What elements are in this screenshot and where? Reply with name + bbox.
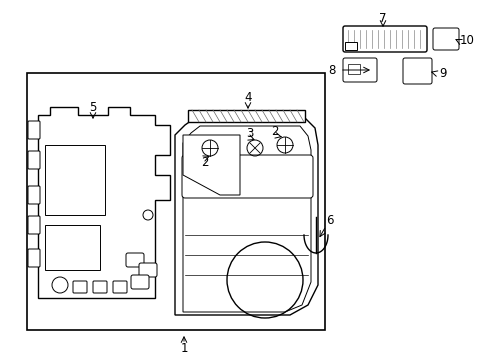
Bar — [347, 64, 359, 74]
Text: 1: 1 — [180, 342, 187, 355]
Text: 9: 9 — [438, 67, 446, 80]
FancyBboxPatch shape — [28, 151, 40, 169]
FancyBboxPatch shape — [126, 253, 143, 267]
FancyBboxPatch shape — [139, 263, 157, 277]
Bar — [27, 73, 325, 330]
Polygon shape — [183, 135, 240, 195]
FancyBboxPatch shape — [93, 281, 107, 293]
FancyBboxPatch shape — [28, 186, 40, 204]
Text: 4: 4 — [244, 90, 251, 104]
FancyBboxPatch shape — [182, 155, 312, 198]
Text: 2: 2 — [271, 125, 278, 138]
Text: 7: 7 — [379, 12, 386, 24]
Text: 2: 2 — [201, 156, 208, 168]
Bar — [187, 110, 305, 122]
FancyBboxPatch shape — [342, 26, 426, 52]
FancyBboxPatch shape — [432, 28, 458, 50]
Polygon shape — [175, 118, 317, 315]
Bar — [345, 42, 356, 50]
Text: 5: 5 — [89, 100, 97, 113]
FancyBboxPatch shape — [131, 275, 149, 289]
FancyBboxPatch shape — [402, 58, 431, 84]
Polygon shape — [38, 107, 170, 298]
Text: 6: 6 — [325, 213, 333, 226]
FancyBboxPatch shape — [113, 281, 127, 293]
Bar — [45, 225, 100, 270]
Text: 3: 3 — [246, 126, 253, 140]
Text: 10: 10 — [459, 33, 473, 46]
FancyBboxPatch shape — [28, 216, 40, 234]
FancyBboxPatch shape — [28, 249, 40, 267]
Text: 8: 8 — [327, 63, 335, 77]
FancyBboxPatch shape — [342, 58, 376, 82]
Bar — [45, 145, 105, 215]
FancyBboxPatch shape — [73, 281, 87, 293]
FancyBboxPatch shape — [28, 121, 40, 139]
